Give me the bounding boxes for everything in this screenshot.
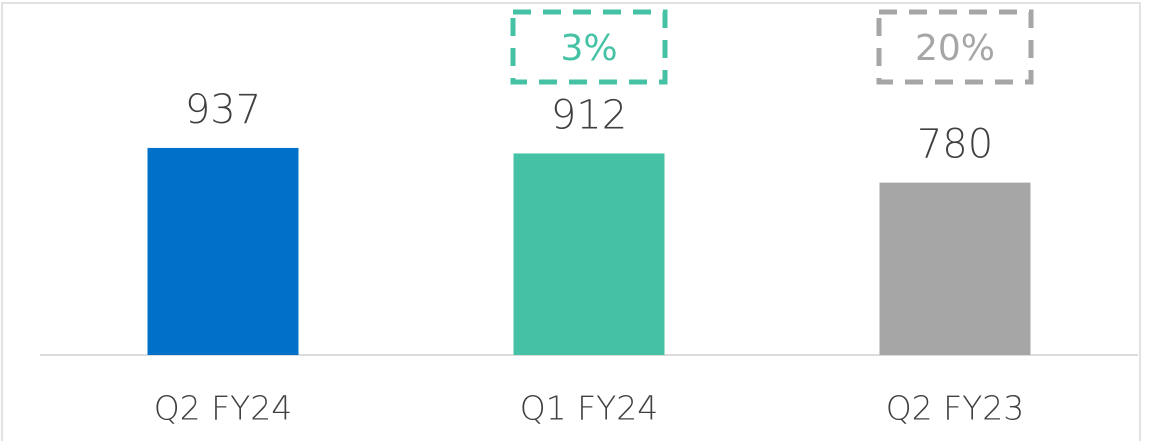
- annotation-box: [510, 9, 668, 85]
- bar: [879, 182, 1031, 355]
- x-tick-label: Q2 FY24: [154, 389, 293, 428]
- value-label: 780: [917, 122, 993, 168]
- annotation-text: 20%: [915, 28, 995, 69]
- annotation-box: [876, 9, 1034, 85]
- bar: [147, 147, 299, 355]
- value-label: 937: [185, 87, 261, 133]
- annotation-text: 3%: [560, 28, 617, 69]
- value-label: 912: [551, 92, 627, 138]
- x-tick-label: Q2 FY23: [886, 389, 1025, 428]
- bar: [513, 153, 665, 355]
- x-tick-label: Q1 FY24: [520, 389, 659, 428]
